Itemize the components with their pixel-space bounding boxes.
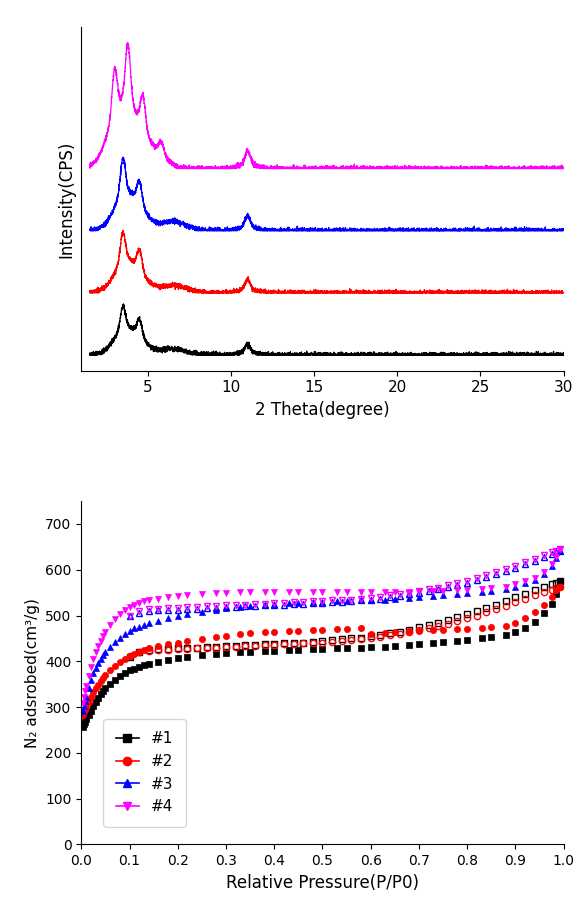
X-axis label: Relative Pressure(P/P0): Relative Pressure(P/P0) [226, 873, 419, 892]
X-axis label: 2 Theta(degree): 2 Theta(degree) [255, 400, 390, 419]
Y-axis label: N₂ adsrobed(cm³/g): N₂ adsrobed(cm³/g) [24, 597, 40, 747]
Y-axis label: Intensity(CPS): Intensity(CPS) [58, 140, 76, 258]
Legend: #1, #2, #3, #4: #1, #2, #3, #4 [103, 719, 185, 826]
